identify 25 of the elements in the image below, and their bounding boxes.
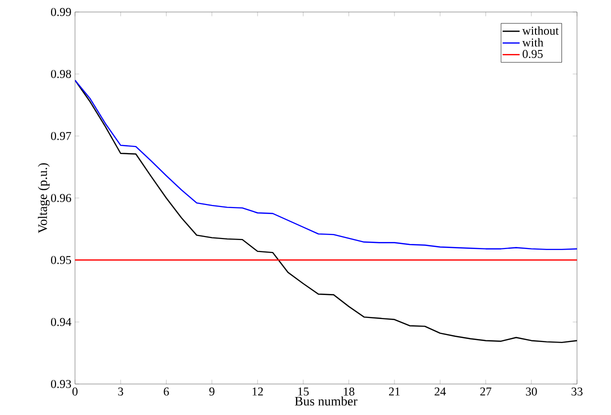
legend-label: with [522, 38, 544, 47]
legend-label: without [522, 26, 559, 35]
y-axis-title: Voltage (p.u.) [38, 163, 50, 234]
x-tick-label: 27 [480, 388, 492, 396]
y-tick-label: 0.99 [51, 8, 71, 16]
x-tick-label: 0 [72, 388, 78, 396]
x-tick-label: 18 [344, 388, 354, 396]
x-axis-title: Bus number [294, 396, 358, 406]
x-tick-label: 33 [572, 388, 583, 396]
legend-label: 0.95 [522, 50, 543, 58]
x-tick-label: 9 [209, 388, 214, 396]
x-tick-label: 3 [118, 388, 124, 396]
y-tick-label: 0.97 [51, 132, 72, 140]
y-tick-label: 0.94 [51, 318, 72, 326]
x-tick-label: 15 [298, 388, 309, 396]
x-tick-label: 24 [434, 388, 446, 396]
y-tick-label: 0.96 [51, 194, 72, 202]
y-tick-label: 0.98 [51, 70, 72, 78]
x-tick-label: 21 [389, 388, 400, 396]
x-tick-label: 30 [526, 388, 537, 396]
x-tick-label: 12 [252, 388, 263, 396]
y-tick-label: 0.95 [51, 256, 72, 264]
line-series [75, 80, 578, 344]
x-tick-label: 6 [164, 388, 169, 396]
y-tick-label: 0.93 [51, 380, 72, 388]
